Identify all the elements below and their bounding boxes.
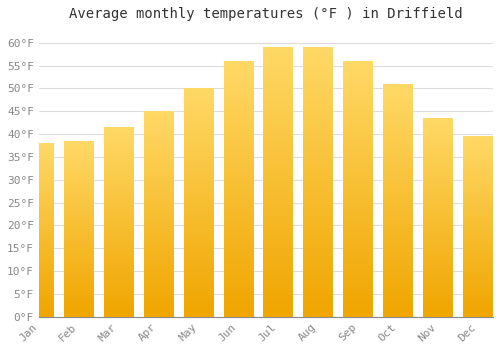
Bar bbox=[64, 141, 94, 317]
Bar bbox=[24, 143, 54, 317]
Bar bbox=[423, 118, 453, 317]
Title: Average monthly temperatures (°F ) in Driffield: Average monthly temperatures (°F ) in Dr… bbox=[69, 7, 462, 21]
Bar bbox=[104, 127, 134, 317]
Bar bbox=[264, 47, 294, 317]
Bar bbox=[184, 89, 214, 317]
Bar bbox=[344, 61, 374, 317]
Bar bbox=[224, 61, 254, 317]
Bar bbox=[144, 111, 174, 317]
Bar bbox=[463, 136, 493, 317]
Bar bbox=[383, 84, 413, 317]
Bar bbox=[304, 47, 334, 317]
